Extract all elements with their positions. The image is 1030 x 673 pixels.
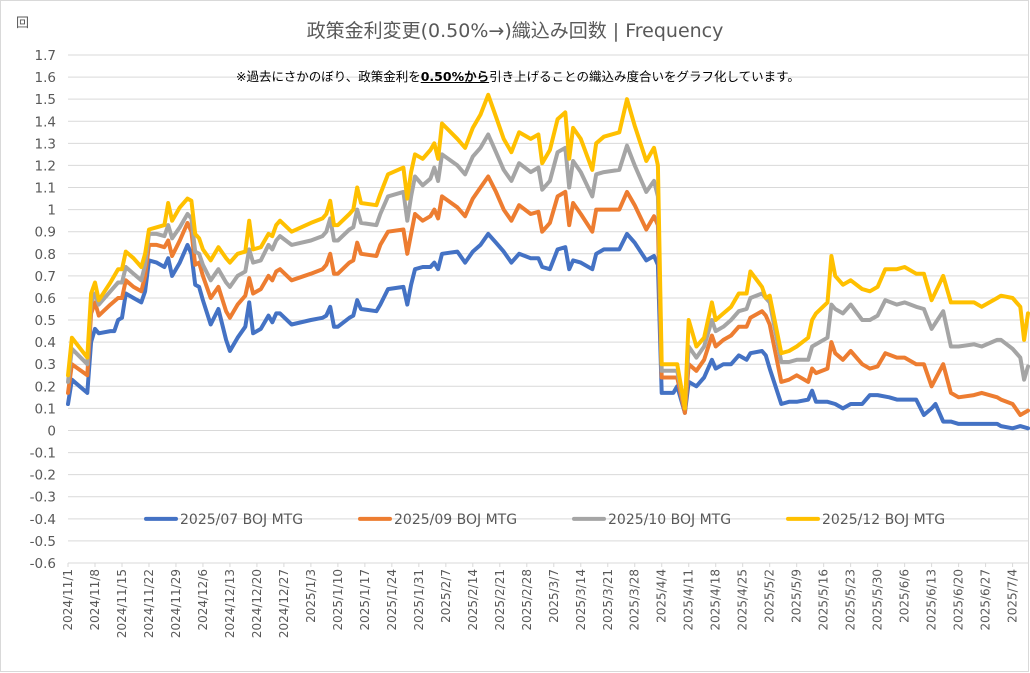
x-tick-label: 2025/4/18 xyxy=(709,569,723,631)
legend-label-1: 2025/07 BOJ MTG xyxy=(180,512,303,528)
y-axis-ticks: 1.7 1.6 1.5 1.4 1.3 1.2 1.1 1 0.9 0.8 0.7 0.6 0.5 0.4… xyxy=(30,48,56,572)
x-tick-label: 2024/12/13 xyxy=(223,569,237,638)
x-tick-label: 2025/4/25 xyxy=(736,569,750,631)
annotation-highlight: 0.50%から xyxy=(420,69,490,84)
y-tick-label: 0.4 xyxy=(35,335,56,351)
x-tick-label: 2025/3/28 xyxy=(628,569,642,631)
y-tick-label: 0.2 xyxy=(35,379,56,395)
x-tick-label: 2025/1/31 xyxy=(412,569,426,631)
x-tick-label: 2025/5/23 xyxy=(844,569,858,631)
chart-annotation: ※過去にさかのぼり、政策金利を0.50%から引き上げることの織込み度合いをグラフ… xyxy=(236,66,800,85)
x-tick-label: 2024/11/8 xyxy=(88,569,102,631)
x-tick-label: 2024/11/22 xyxy=(142,569,156,638)
x-tick-label: 2025/3/7 xyxy=(547,569,561,623)
x-axis-ticks: 2024/11/1 2024/11/8 2024/11/15 2024/11/22 20… xyxy=(61,563,1020,638)
legend: 2025/07 BOJ MTG 2025/09 BOJ MTG 2025/10 BO… xyxy=(144,512,945,528)
y-tick-label: -0.1 xyxy=(30,446,56,462)
y-tick-label: 1.1 xyxy=(35,181,56,197)
series-lines xyxy=(66,92,1030,431)
y-tick-label: -0.2 xyxy=(30,468,56,484)
legend-label-3: 2025/10 BOJ MTG xyxy=(608,512,731,528)
x-tick-label: 2025/4/4 xyxy=(655,569,669,623)
annotation-before: ※過去にさかのぼり、政策金利を xyxy=(236,69,421,84)
series-line-3 xyxy=(66,132,1030,411)
x-tick-label: 2025/2/7 xyxy=(439,569,453,623)
y-tick-label: 1.3 xyxy=(35,136,56,152)
legend-label-4: 2025/12 BOJ MTG xyxy=(822,512,945,528)
y-tick-label: 1.5 xyxy=(35,92,56,108)
series-line-2 xyxy=(66,174,1030,417)
y-tick-label: 1.2 xyxy=(35,158,56,174)
y-unit-label: 回 xyxy=(16,16,30,31)
x-tick-label: 2025/2/14 xyxy=(466,569,480,631)
y-tick-label: 1.4 xyxy=(35,114,56,130)
y-tick-label: 0 xyxy=(47,423,56,439)
legend-label-2: 2025/09 BOJ MTG xyxy=(394,512,517,528)
x-tick-label: 2024/11/1 xyxy=(61,569,75,631)
y-tick-label: -0.4 xyxy=(30,512,56,528)
x-tick-label: 2025/3/14 xyxy=(574,569,588,631)
y-tick-label: 0.3 xyxy=(35,357,56,373)
y-tick-label: -0.6 xyxy=(30,556,56,572)
y-tick-label: 0.5 xyxy=(35,313,56,329)
y-tick-label: -0.5 xyxy=(30,534,56,550)
x-tick-label: 2025/2/28 xyxy=(520,569,534,631)
y-tick-label: 1.6 xyxy=(35,70,56,86)
x-tick-label: 2024/12/27 xyxy=(277,569,291,638)
x-tick-label: 2025/5/2 xyxy=(763,569,777,623)
y-tick-label: 0.6 xyxy=(35,291,56,307)
gridlines xyxy=(68,54,1028,564)
x-tick-label: 2025/6/20 xyxy=(952,569,966,631)
y-tick-label: -0.3 xyxy=(30,490,56,506)
x-tick-label: 2025/5/30 xyxy=(871,569,885,631)
x-tick-label: 2025/4/11 xyxy=(682,569,696,631)
x-tick-label: 2025/5/9 xyxy=(790,569,804,623)
series-line-1 xyxy=(66,231,1030,431)
x-tick-label: 2025/7/4 xyxy=(1006,569,1020,623)
x-tick-label: 2025/1/17 xyxy=(358,569,372,631)
x-tick-label: 2024/12/20 xyxy=(250,569,264,638)
x-tick-label: 2025/6/6 xyxy=(898,569,912,623)
x-tick-label: 2025/5/16 xyxy=(817,569,831,631)
x-tick-label: 2025/2/21 xyxy=(493,569,507,631)
x-tick-label: 2024/11/29 xyxy=(169,569,183,638)
series-line-4 xyxy=(66,92,1030,411)
x-tick-label: 2025/3/21 xyxy=(601,569,615,631)
y-tick-label: 0.9 xyxy=(35,225,56,241)
annotation-after: 引き上げることの織込み度合いをグラフ化しています。 xyxy=(489,69,800,84)
x-tick-label: 2024/12/6 xyxy=(196,569,210,631)
x-tick-label: 2025/1/10 xyxy=(331,569,345,631)
x-tick-label: 2025/1/3 xyxy=(304,569,318,623)
x-tick-label: 2025/1/24 xyxy=(385,569,399,631)
y-tick-label: 0.1 xyxy=(35,401,56,417)
x-tick-label: 2025/6/27 xyxy=(979,569,993,631)
y-tick-label: 1 xyxy=(47,203,56,219)
x-tick-label: 2024/11/15 xyxy=(115,569,129,638)
chart-title: 政策金利変更(0.50%→)織込み回数 | Frequency xyxy=(306,20,724,42)
x-tick-label: 2025/6/13 xyxy=(925,569,939,631)
y-tick-label: 0.7 xyxy=(35,269,56,285)
y-tick-label: 0.8 xyxy=(35,247,56,263)
y-tick-label: 1.7 xyxy=(35,48,56,64)
